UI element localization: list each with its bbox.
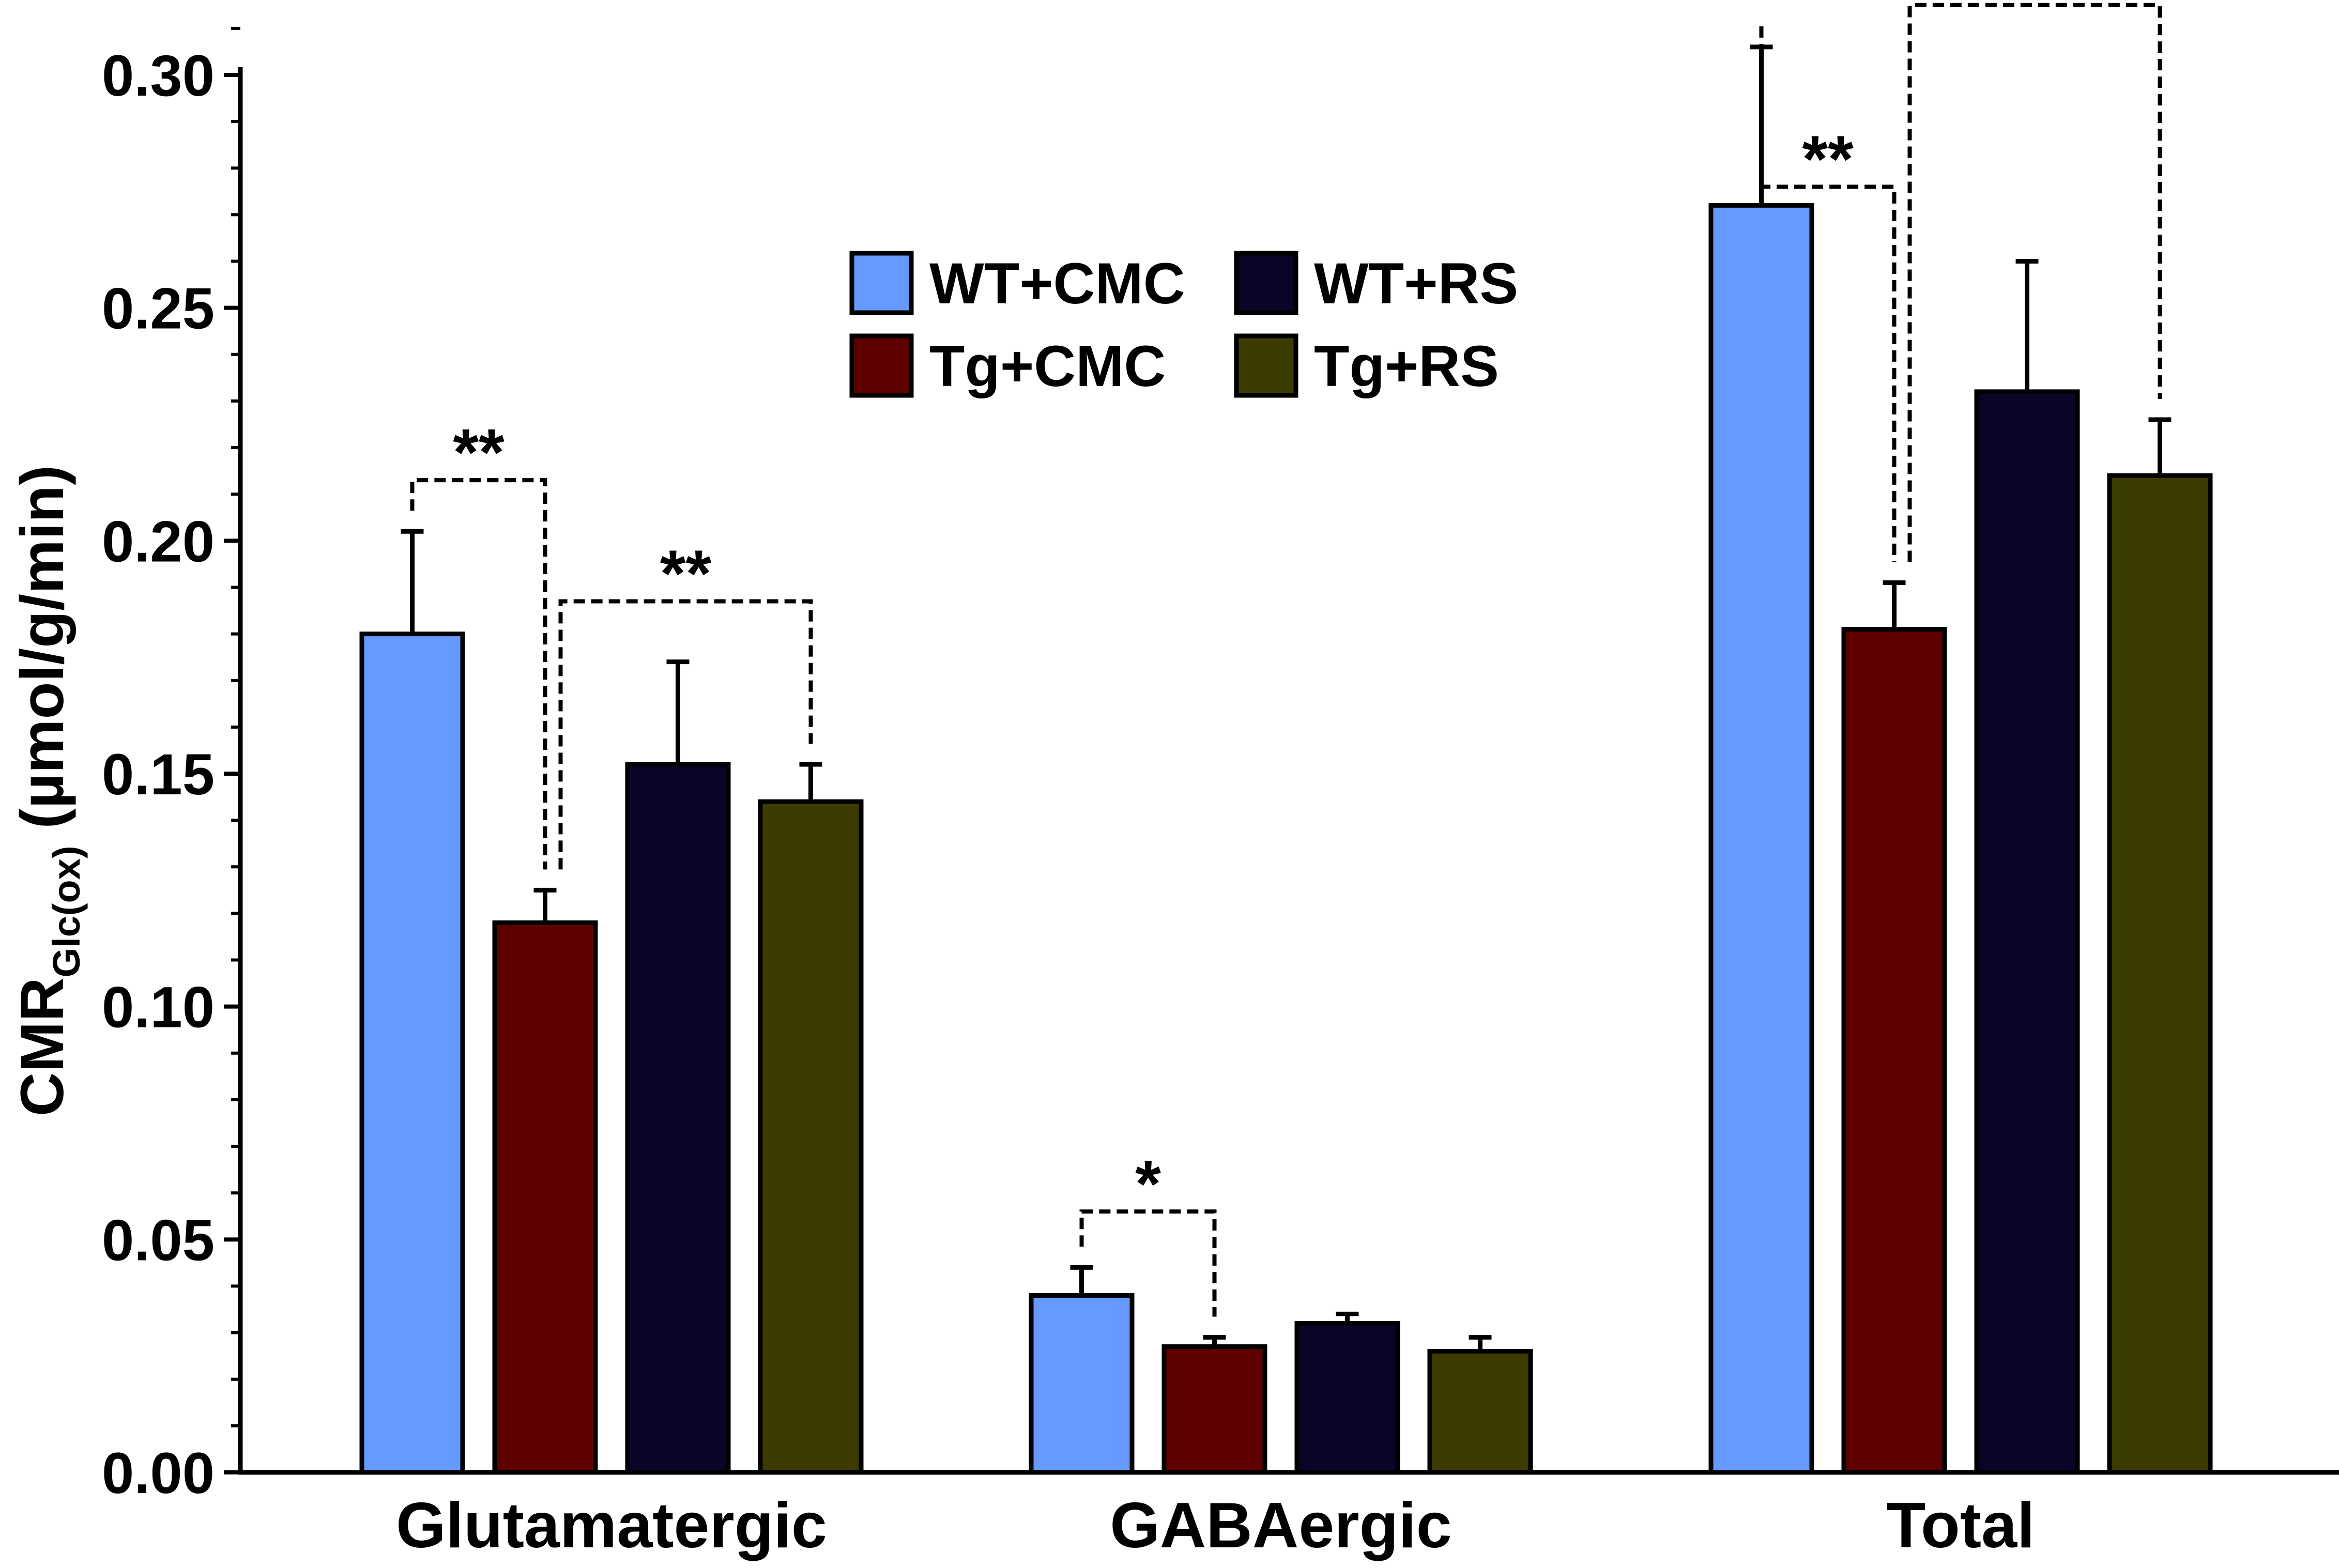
legend-label: WT+CMC [929, 251, 1185, 316]
legend-label: WT+RS [1314, 251, 1518, 316]
legend: WT+CMC Tg+CMC WT+RS Tg+RS [849, 251, 1518, 398]
axes: 0.00 0.05 0.10 0.15 0.20 0.25 0.30 Glutamatergi… [102, 26, 2339, 1561]
significance-label: ** [660, 537, 712, 611]
significance-bracket [1759, 26, 1897, 562]
y-tick-label: 0.05 [102, 1208, 215, 1272]
bar [1294, 1321, 1400, 1475]
legend-label: Tg+CMC [929, 334, 1166, 398]
y-axis-label-units: (µmol/g/min) [8, 465, 77, 829]
bar [1708, 203, 1814, 1475]
bar [359, 632, 465, 1475]
bars [359, 44, 2213, 1475]
y-axis-label-main: CMR [8, 977, 77, 1116]
bar [1029, 1293, 1135, 1475]
y-axis-label: CMRGlc(ox) (µmol/g/min) [8, 465, 88, 1116]
x-category-label: Glutamatergic [396, 1490, 827, 1561]
y-tick-label: 0.20 [102, 509, 215, 574]
legend-label: Tg+RS [1314, 334, 1499, 398]
y-tick-label: 0.30 [102, 43, 215, 108]
x-category-label: Total [1887, 1490, 2035, 1561]
bar [625, 762, 731, 1475]
bar [1161, 1344, 1267, 1475]
bar [1974, 389, 2080, 1475]
significance-label: ** [2009, 0, 2061, 14]
significance-bracket [1079, 1209, 1217, 1317]
x-category-label: GABAergic [1110, 1490, 1451, 1561]
significance-bracket [410, 478, 547, 870]
bar [1427, 1349, 1533, 1475]
bar [492, 920, 598, 1475]
y-tick-label: 0.15 [102, 742, 215, 807]
significance-label: ** [1802, 122, 1854, 196]
y-tick-label: 0.10 [102, 975, 215, 1040]
legend-swatch [849, 333, 914, 398]
significance-brackets: ********* [410, 0, 2162, 1317]
y-tick-label: 0.00 [102, 1441, 215, 1505]
legend-swatch [849, 251, 914, 315]
y-axis-label-space [8, 829, 77, 846]
bar [1841, 627, 1947, 1475]
y-axis-label-subscript: Glc(ox) [45, 846, 88, 977]
bar [758, 799, 864, 1475]
y-axis-label-text: CMRGlc(ox) (µmol/g/min) [8, 465, 88, 1116]
y-tick-label: 0.25 [102, 276, 215, 341]
significance-label: * [1135, 1147, 1161, 1221]
significance-bracket [1907, 3, 2162, 562]
legend-swatch [1234, 333, 1298, 398]
significance-bracket [558, 599, 813, 870]
significance-label: ** [453, 416, 505, 489]
bar [2107, 473, 2213, 1475]
legend-swatch [1234, 251, 1298, 315]
